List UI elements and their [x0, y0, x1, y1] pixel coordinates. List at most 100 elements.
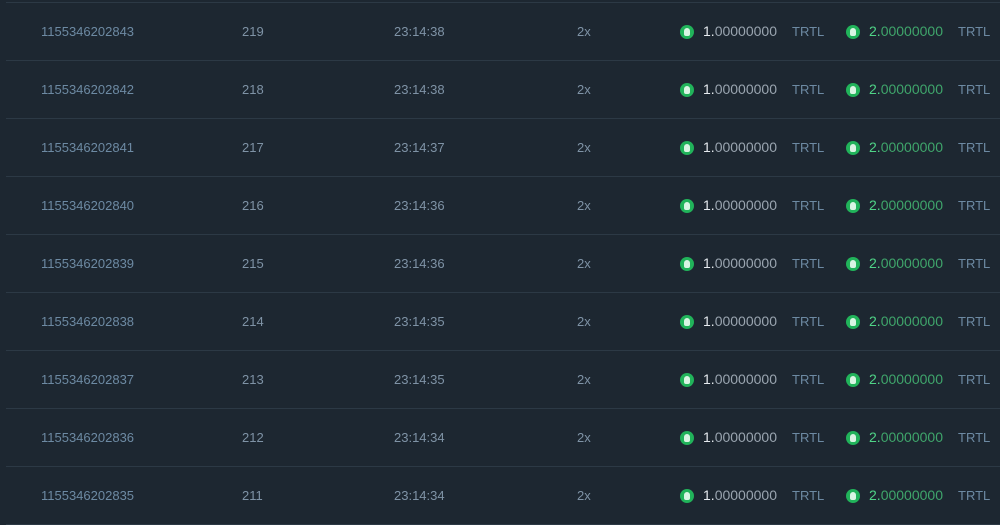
bet-amount-dec: 00000000: [714, 139, 777, 155]
bet-id-link[interactable]: 1155346202838: [41, 314, 135, 329]
bet-amount: 1.00000000: [703, 351, 777, 408]
table-row[interactable]: 1155346202843 219 23:14:38 2x 1.00000000…: [6, 3, 1000, 61]
payout-amount-int: 2.: [869, 255, 881, 271]
turtlecoin-icon: [680, 373, 694, 387]
table-row[interactable]: 1155346202837 213 23:14:35 2x 1.00000000…: [6, 351, 1000, 409]
bet-time: 23:14:38: [394, 82, 445, 97]
bet-unit: TRTL: [792, 314, 825, 329]
payout-amount-dec: 00000000: [880, 487, 943, 503]
bet-id-link[interactable]: 1155346202836: [41, 430, 135, 445]
block-number: 215: [242, 256, 264, 271]
multiplier: 2x: [577, 314, 591, 329]
payout-amount-int: 2.: [869, 139, 881, 155]
bet-unit: TRTL: [792, 198, 825, 213]
bet-unit: TRTL: [792, 372, 825, 387]
bet-time: 23:14:37: [394, 140, 445, 155]
bet-id-link[interactable]: 1155346202843: [41, 24, 135, 39]
bet-amount-dec: 00000000: [714, 197, 777, 213]
bet-amount-dec: 00000000: [714, 255, 777, 271]
bet-time: 23:14:34: [394, 430, 445, 445]
bet-amount-int: 1.: [703, 255, 715, 271]
block-number: 214: [242, 314, 264, 329]
block-number: 213: [242, 372, 264, 387]
turtlecoin-icon: [680, 489, 694, 503]
payout-unit: TRTL: [958, 314, 991, 329]
bet-time: 23:14:36: [394, 198, 445, 213]
multiplier: 2x: [577, 430, 591, 445]
turtlecoin-icon: [680, 257, 694, 271]
bet-id-link[interactable]: 1155346202835: [41, 488, 135, 503]
bet-id-link[interactable]: 1155346202837: [41, 372, 135, 387]
payout-unit: TRTL: [958, 372, 991, 387]
payout-amount-dec: 00000000: [880, 197, 943, 213]
bet-unit: TRTL: [792, 82, 825, 97]
bet-unit: TRTL: [792, 256, 825, 271]
bet-amount-dec: 00000000: [714, 313, 777, 329]
bet-id-link[interactable]: 1155346202841: [41, 140, 135, 155]
payout-unit: TRTL: [958, 430, 991, 445]
bet-amount: 1.00000000: [703, 235, 777, 292]
table-row[interactable]: 1155346202842 218 23:14:38 2x 1.00000000…: [6, 61, 1000, 119]
multiplier: 2x: [577, 256, 591, 271]
bet-amount-int: 1.: [703, 197, 715, 213]
block-number: 219: [242, 24, 264, 39]
turtlecoin-icon: [680, 141, 694, 155]
turtlecoin-icon: [846, 315, 860, 329]
bet-time: 23:14:36: [394, 256, 445, 271]
bet-amount-int: 1.: [703, 371, 715, 387]
turtlecoin-icon: [846, 199, 860, 213]
payout-unit: TRTL: [958, 82, 991, 97]
bet-unit: TRTL: [792, 430, 825, 445]
payout-amount-int: 2.: [869, 197, 881, 213]
table-row[interactable]: 1155346202840 216 23:14:36 2x 1.00000000…: [6, 177, 1000, 235]
bet-amount: 1.00000000: [703, 293, 777, 350]
payout-amount-int: 2.: [869, 23, 881, 39]
bet-amount: 1.00000000: [703, 467, 777, 524]
payout-amount-dec: 00000000: [880, 313, 943, 329]
table-row[interactable]: 1155346202839 215 23:14:36 2x 1.00000000…: [6, 235, 1000, 293]
turtlecoin-icon: [846, 257, 860, 271]
multiplier: 2x: [577, 198, 591, 213]
multiplier: 2x: [577, 372, 591, 387]
block-number: 217: [242, 140, 264, 155]
payout-amount-dec: 00000000: [880, 23, 943, 39]
bet-amount-int: 1.: [703, 487, 715, 503]
bet-id-link[interactable]: 1155346202842: [41, 82, 135, 97]
turtlecoin-icon: [846, 83, 860, 97]
table-row[interactable]: 1155346202835 211 23:14:34 2x 1.00000000…: [6, 467, 1000, 525]
payout-amount: 2.00000000: [869, 409, 943, 466]
bet-amount-int: 1.: [703, 313, 715, 329]
payout-amount: 2.00000000: [869, 119, 943, 176]
bet-amount-dec: 00000000: [714, 81, 777, 97]
bet-amount-dec: 00000000: [714, 23, 777, 39]
payout-unit: TRTL: [958, 198, 991, 213]
turtlecoin-icon: [846, 141, 860, 155]
turtlecoin-icon: [846, 489, 860, 503]
table-row[interactable]: 1155346202838 214 23:14:35 2x 1.00000000…: [6, 293, 1000, 351]
bet-id-link[interactable]: 1155346202840: [41, 198, 135, 213]
payout-amount: 2.00000000: [869, 235, 943, 292]
bet-time: 23:14:38: [394, 24, 445, 39]
bet-amount: 1.00000000: [703, 177, 777, 234]
bet-time: 23:14:34: [394, 488, 445, 503]
payout-amount-int: 2.: [869, 313, 881, 329]
turtlecoin-icon: [680, 25, 694, 39]
payout-amount-dec: 00000000: [880, 371, 943, 387]
payout-amount: 2.00000000: [869, 293, 943, 350]
turtlecoin-icon: [680, 315, 694, 329]
payout-amount-dec: 00000000: [880, 81, 943, 97]
payout-amount-int: 2.: [869, 371, 881, 387]
table-row[interactable]: 1155346202836 212 23:14:34 2x 1.00000000…: [6, 409, 1000, 467]
bet-amount: 1.00000000: [703, 119, 777, 176]
bet-unit: TRTL: [792, 488, 825, 503]
bet-time: 23:14:35: [394, 314, 445, 329]
payout-amount-int: 2.: [869, 429, 881, 445]
bet-id-link[interactable]: 1155346202839: [41, 256, 135, 271]
multiplier: 2x: [577, 140, 591, 155]
payout-amount-dec: 00000000: [880, 139, 943, 155]
payout-amount-dec: 00000000: [880, 429, 943, 445]
bet-unit: TRTL: [792, 24, 825, 39]
payout-unit: TRTL: [958, 488, 991, 503]
multiplier: 2x: [577, 82, 591, 97]
table-row[interactable]: 1155346202841 217 23:14:37 2x 1.00000000…: [6, 119, 1000, 177]
